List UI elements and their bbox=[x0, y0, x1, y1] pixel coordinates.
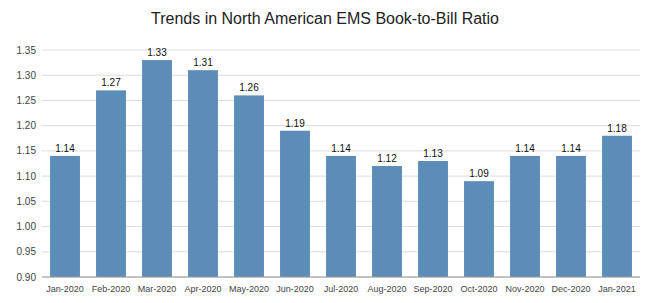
x-tick-label: May-2020 bbox=[229, 284, 269, 294]
bar bbox=[602, 136, 632, 277]
bar bbox=[418, 161, 448, 277]
y-tick-label: 1.25 bbox=[17, 95, 37, 106]
data-label: 1.18 bbox=[607, 123, 627, 134]
data-label: 1.31 bbox=[193, 57, 213, 68]
y-tick-label: 1.10 bbox=[17, 171, 37, 182]
chart: Trends in North American EMS Book-to-Bil… bbox=[0, 0, 650, 303]
x-tick-label: Aug-2020 bbox=[367, 284, 406, 294]
y-tick-label: 1.20 bbox=[17, 120, 37, 131]
y-tick-label: 1.15 bbox=[17, 145, 37, 156]
y-tick-label: 0.90 bbox=[17, 272, 37, 283]
x-tick-label: Apr-2020 bbox=[184, 284, 221, 294]
x-tick-label: Jun-2020 bbox=[276, 284, 314, 294]
x-tick-label: Jul-2020 bbox=[324, 284, 359, 294]
x-tick-label: Nov-2020 bbox=[505, 284, 544, 294]
bar bbox=[372, 166, 402, 277]
x-tick-label: Jan-2021 bbox=[598, 284, 636, 294]
x-tick-label: Mar-2020 bbox=[138, 284, 177, 294]
bar bbox=[280, 131, 310, 277]
x-tick-label: Oct-2020 bbox=[460, 284, 497, 294]
bar bbox=[234, 95, 264, 277]
grid-line bbox=[42, 100, 640, 101]
data-label: 1.14 bbox=[561, 143, 581, 154]
bar bbox=[142, 60, 172, 277]
data-label: 1.09 bbox=[469, 168, 489, 179]
data-label: 1.27 bbox=[101, 77, 121, 88]
x-axis-line bbox=[42, 277, 640, 278]
bar bbox=[510, 156, 540, 277]
grid-line bbox=[42, 50, 640, 51]
bar bbox=[326, 156, 356, 277]
data-label: 1.14 bbox=[515, 143, 535, 154]
y-tick-label: 0.95 bbox=[17, 246, 37, 257]
x-axis: Jan-2020 Feb-2020 Mar-2020 Apr-2020 May-2020… bbox=[46, 284, 636, 294]
data-label: 1.26 bbox=[239, 82, 259, 93]
x-tick-label: Feb-2020 bbox=[92, 284, 131, 294]
bar bbox=[464, 181, 494, 277]
data-label: 1.13 bbox=[423, 148, 443, 159]
y-axis: 0.90 0.95 1.00 1.05 1.10 1.15 1.20 1.25 1.30 1.35 bbox=[17, 45, 640, 283]
bar bbox=[188, 70, 218, 277]
x-tick-label: Jan-2020 bbox=[46, 284, 84, 294]
grid-line bbox=[42, 75, 640, 76]
data-label: 1.19 bbox=[285, 118, 305, 129]
data-labels: 1.14 1.27 1.33 1.31 1.26 1.19 1.14 1.12 1.13 1.09… bbox=[55, 47, 627, 179]
y-tick-label: 1.30 bbox=[17, 70, 37, 81]
x-tick-label: Dec-2020 bbox=[551, 284, 590, 294]
x-tick-label: Sep-2020 bbox=[413, 284, 452, 294]
bar bbox=[50, 156, 80, 277]
grid-line bbox=[42, 277, 640, 278]
bars bbox=[50, 60, 632, 277]
y-tick-label: 1.35 bbox=[17, 45, 37, 56]
bar bbox=[96, 90, 126, 277]
data-label: 1.12 bbox=[377, 153, 397, 164]
y-tick-label: 1.00 bbox=[17, 221, 37, 232]
data-label: 1.33 bbox=[147, 47, 167, 58]
data-label: 1.14 bbox=[55, 143, 75, 154]
y-tick-label: 1.05 bbox=[17, 196, 37, 207]
bar bbox=[556, 156, 586, 277]
grid-line bbox=[42, 125, 640, 126]
data-label: 1.14 bbox=[331, 143, 351, 154]
title: Trends in North American EMS Book-to-Bil… bbox=[151, 10, 499, 27]
